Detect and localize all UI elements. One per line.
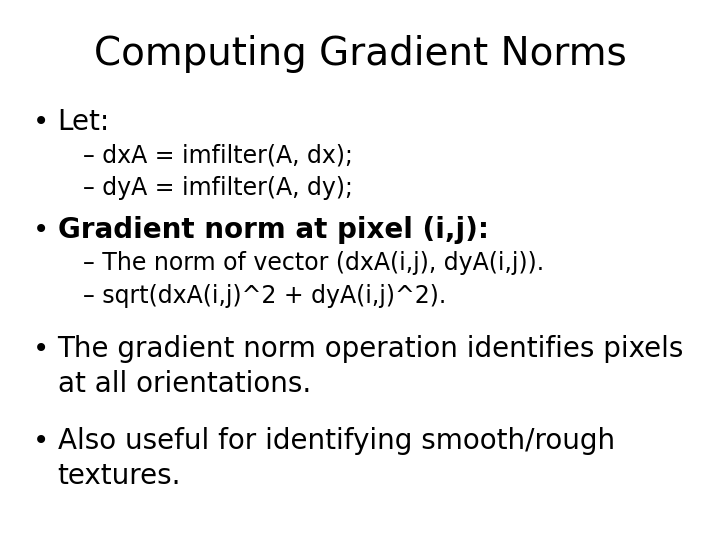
Text: •: •: [32, 427, 49, 455]
Text: •: •: [32, 216, 49, 244]
Text: •: •: [32, 108, 49, 136]
Text: •: •: [32, 335, 49, 363]
Text: Gradient norm at pixel (i,j):: Gradient norm at pixel (i,j):: [58, 216, 489, 244]
Text: – dxA = imfilter(A, dx);: – dxA = imfilter(A, dx);: [83, 143, 353, 167]
Text: – sqrt(dxA(i,j)^2 + dyA(i,j)^2).: – sqrt(dxA(i,j)^2 + dyA(i,j)^2).: [83, 284, 446, 307]
Text: Let:: Let:: [58, 108, 110, 136]
Text: The gradient norm operation identifies pixels
at all orientations.: The gradient norm operation identifies p…: [58, 335, 684, 399]
Text: – dyA = imfilter(A, dy);: – dyA = imfilter(A, dy);: [83, 176, 353, 199]
Text: – The norm of vector (dxA(i,j), dyA(i,j)).: – The norm of vector (dxA(i,j), dyA(i,j)…: [83, 251, 544, 275]
Text: Computing Gradient Norms: Computing Gradient Norms: [94, 35, 626, 73]
Text: Also useful for identifying smooth/rough
textures.: Also useful for identifying smooth/rough…: [58, 427, 615, 490]
